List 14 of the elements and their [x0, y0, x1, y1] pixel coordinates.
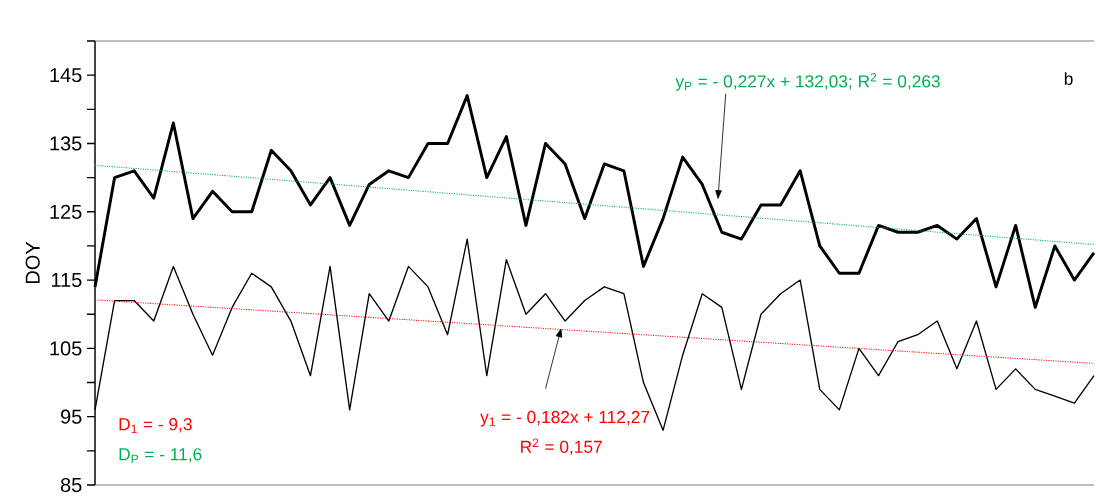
- y-tick-label: 145: [50, 68, 82, 83]
- annotation: y$_{P}$ = - 0,227x + 132,03; R$^{2}$ = 0,263: [675, 73, 940, 91]
- y-tick-label: 85: [60, 477, 82, 493]
- y-tick-label: 95: [60, 409, 82, 424]
- annotation: b: [1064, 72, 1073, 85]
- annotation: y$_{1}$ = - 0,182x + 112,27: [480, 410, 650, 427]
- y-tick-label: 115: [51, 273, 82, 288]
- annotation: D$_{P}$ = - 11,6: [119, 448, 202, 464]
- annotation: D$_{1}$ = - 9,3: [119, 418, 192, 434]
- y-tick-label: 125: [50, 204, 82, 219]
- y-axis-title: DOY: [25, 241, 40, 284]
- annotation: R$^{2}$ = 0,157: [521, 438, 602, 455]
- y-tick-label: 105: [50, 341, 82, 356]
- y-tick-label: 135: [50, 136, 82, 151]
